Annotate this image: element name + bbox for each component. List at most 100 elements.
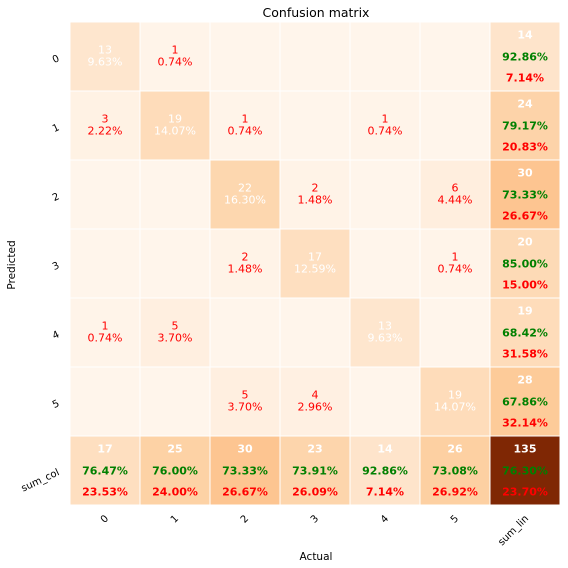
y-tick-label: 4 — [51, 329, 61, 342]
total-correct-percent: 67.86% — [502, 396, 548, 409]
heatmap-cell-r3-c6 — [489, 228, 561, 299]
total-correct-percent: 79.17% — [502, 120, 548, 133]
total-correct-percent: 73.33% — [502, 189, 548, 202]
cell-count: 13 — [378, 320, 392, 333]
cell-labels: 139.63%10.74%1492.86%7.14%32.22%1914.07%… — [82, 29, 548, 499]
cell-count: 1 — [172, 44, 179, 57]
total-error-percent: 31.58% — [502, 348, 548, 361]
heatmap-cell-r2-c6 — [489, 159, 561, 230]
total-error-percent: 26.67% — [222, 486, 268, 499]
total-error-percent: 26.67% — [502, 210, 548, 223]
cell-percent: 1.48% — [228, 263, 263, 276]
heatmap-cell-r5-c4 — [349, 366, 421, 437]
x-axis-label: Actual — [300, 551, 333, 563]
heatmap-cell-r2-c0 — [69, 159, 141, 230]
total-correct-percent: 73.33% — [222, 465, 268, 478]
heatmap-cell-r2-c3 — [279, 159, 351, 230]
total-correct-percent: 76.47% — [82, 465, 128, 478]
heatmap-cell-r2-c4 — [349, 159, 421, 230]
heatmap-cell-r6-c0 — [69, 435, 141, 506]
cell-count: 1 — [102, 320, 109, 333]
total-error-percent: 26.09% — [292, 486, 338, 499]
heatmap-cell-r1-c5 — [419, 90, 491, 161]
heatmap-cell-r1-c0 — [69, 90, 141, 161]
cell-percent: 3.70% — [228, 401, 263, 414]
x-tick-label: 0 — [99, 513, 111, 525]
heatmap-cell-r1-c6 — [489, 90, 561, 161]
cell-percent: 14.07% — [434, 401, 476, 414]
heatmap-cell-r3-c4 — [349, 228, 421, 299]
heatmap-cell-r4-c3 — [279, 297, 351, 368]
total-correct-percent: 92.86% — [502, 51, 548, 64]
total-correct-percent: 73.08% — [432, 465, 478, 478]
heatmap-cell-r0-c3 — [279, 21, 351, 92]
heatmap-cell-r4-c0 — [69, 297, 141, 368]
total-correct-percent: 76.00% — [152, 465, 198, 478]
heatmap-cell-r2-c5 — [419, 159, 491, 230]
total-error-percent: 15.00% — [502, 279, 548, 292]
total-error-percent: 26.92% — [432, 486, 478, 499]
total-count: 30 — [517, 167, 533, 180]
heatmap-cell-r6-c4 — [349, 435, 421, 506]
total-count: 26 — [447, 443, 463, 456]
total-count: 24 — [517, 98, 533, 111]
x-tick-label: 2 — [239, 513, 251, 525]
heatmap-cell-r6-c5 — [419, 435, 491, 506]
heatmap-cell-r6-c2 — [209, 435, 281, 506]
cell-percent: 9.63% — [88, 56, 123, 69]
heatmap-cell-r4-c2 — [209, 297, 281, 368]
cell-percent: 2.22% — [88, 125, 123, 138]
cell-count: 13 — [98, 44, 112, 57]
y-tick-label: 0 — [51, 53, 61, 66]
cell-percent: 0.74% — [88, 332, 123, 345]
cell-percent: 2.96% — [298, 401, 333, 414]
total-count: 20 — [517, 236, 533, 249]
total-count: 30 — [237, 443, 253, 456]
y-tick-label: 5 — [51, 398, 61, 411]
total-count: 28 — [517, 374, 532, 387]
total-count: 23 — [307, 443, 322, 456]
heatmap-cell-r3-c1 — [139, 228, 211, 299]
cell-count: 3 — [102, 113, 109, 126]
cell-count: 19 — [448, 389, 462, 402]
cell-count: 19 — [168, 113, 182, 126]
heatmap-cell-r6-c6 — [489, 435, 561, 506]
heatmap-cell-r2-c2 — [209, 159, 281, 230]
heatmap-cell-r6-c3 — [279, 435, 351, 506]
heatmap-cell-r5-c1 — [139, 366, 211, 437]
total-error-percent: 20.83% — [502, 141, 548, 154]
cell-percent: 0.74% — [368, 125, 403, 138]
heatmap-cell-r0-c4 — [349, 21, 421, 92]
heatmap-cell-r5-c0 — [69, 366, 141, 437]
total-count: 17 — [97, 443, 112, 456]
cell-count: 4 — [312, 389, 319, 402]
total-count: 14 — [517, 29, 533, 42]
y-tick-label: 3 — [51, 260, 61, 273]
heatmap-cell-r3-c5 — [419, 228, 491, 299]
heatmap-cell-r0-c5 — [419, 21, 491, 92]
total-correct-percent: 85.00% — [502, 258, 548, 271]
heatmap-cells — [69, 21, 561, 506]
cell-count: 1 — [242, 113, 249, 126]
x-tick-label: 1 — [169, 513, 181, 525]
cell-count: 2 — [242, 251, 249, 264]
total-correct-percent: 92.86% — [362, 465, 408, 478]
cell-percent: 0.74% — [158, 56, 193, 69]
heatmap-cell-r0-c2 — [209, 21, 281, 92]
total-error-percent: 23.53% — [82, 486, 128, 499]
y-axis-label: Predicted — [6, 240, 18, 289]
heatmap-cell-r3-c0 — [69, 228, 141, 299]
total-count: 14 — [377, 443, 393, 456]
heatmap-cell-r1-c2 — [209, 90, 281, 161]
total-count: 135 — [514, 443, 537, 456]
x-tick-label: 4 — [379, 513, 391, 525]
total-correct-percent: 76.30% — [502, 465, 548, 478]
cell-count: 2 — [312, 182, 319, 195]
heatmap-cell-r2-c1 — [139, 159, 211, 230]
cell-percent: 4.44% — [438, 194, 473, 207]
heatmap-cell-r0-c0 — [69, 21, 141, 92]
cell-count: 5 — [172, 320, 179, 333]
cell-count: 5 — [242, 389, 249, 402]
cell-percent: 0.74% — [228, 125, 263, 138]
